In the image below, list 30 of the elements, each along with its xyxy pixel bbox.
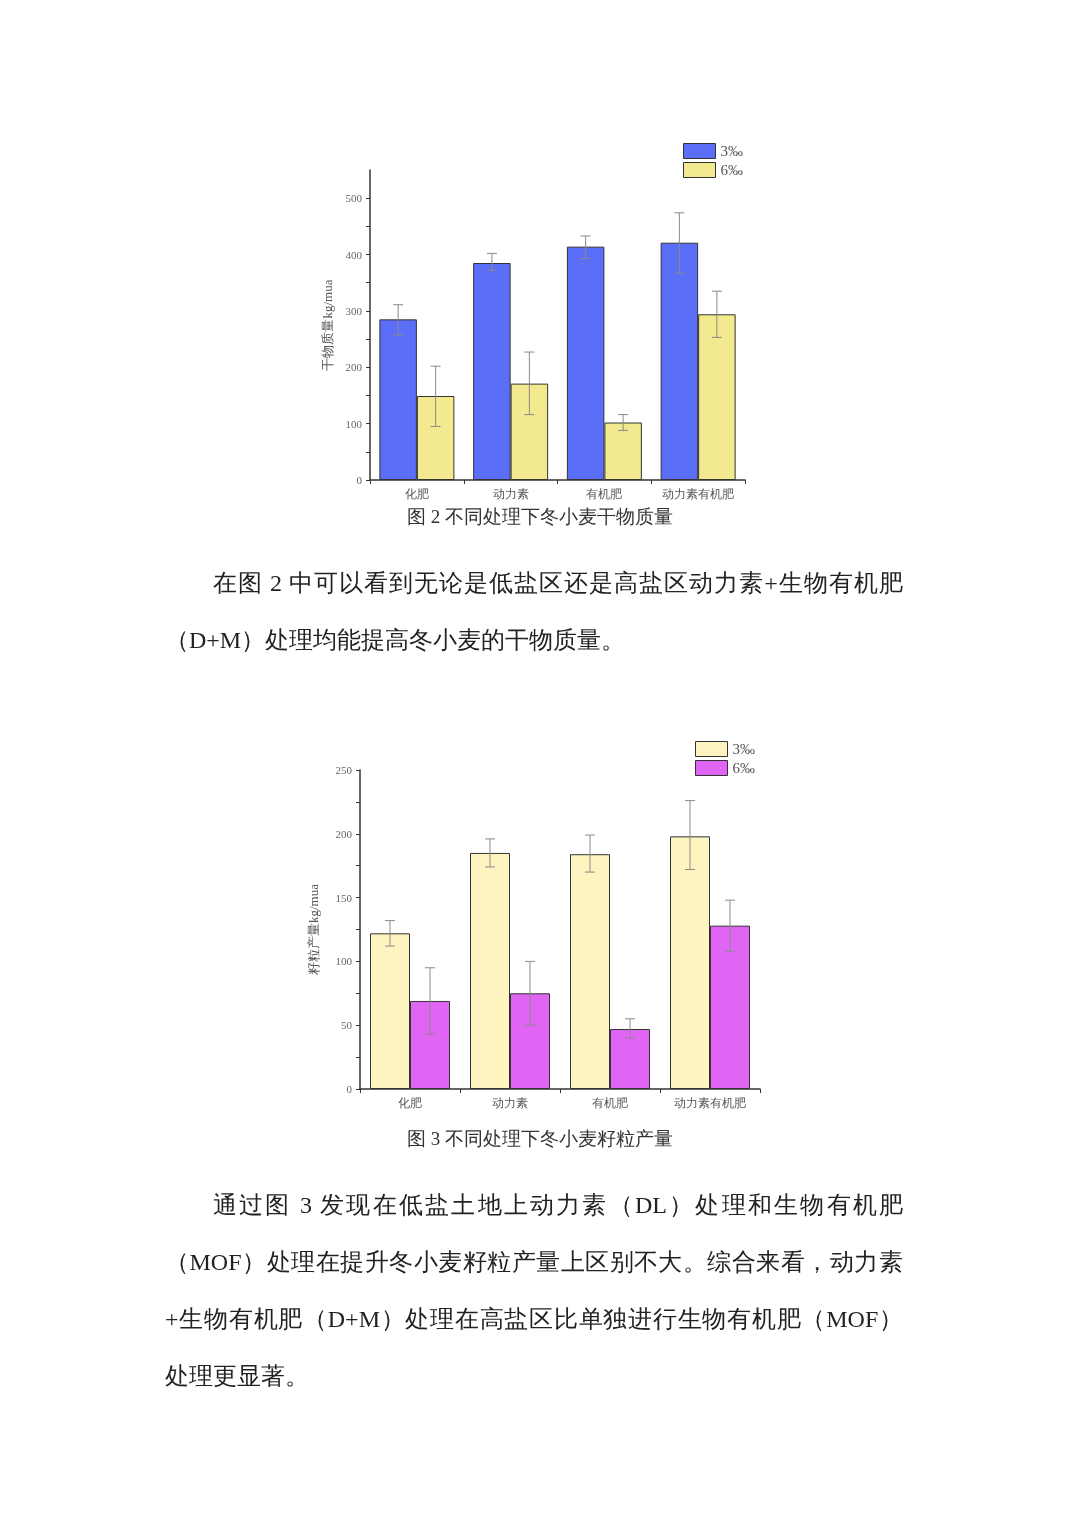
y-tick-label: 500 <box>345 192 363 205</box>
y-tick-label: 100 <box>335 955 353 968</box>
legend-label: 6‰ <box>720 162 743 178</box>
legend-label: 6‰ <box>732 760 755 776</box>
y-tick-label: 250 <box>335 764 353 776</box>
text: 在图 2 中可以看到无论是低盐区还是高盐区动力素+生物有机肥（D+M）处理均能提高冬小麦的干物质量。 <box>165 570 903 653</box>
x-tick-label: 化肥 <box>404 487 429 501</box>
x-tick-label: 动力素 <box>492 487 529 501</box>
y-tick-label: 100 <box>345 417 363 430</box>
y-axis-title: 籽粒产量kg/mua <box>306 883 321 975</box>
y-tick-label: 400 <box>345 248 363 261</box>
x-tick-label: 有机肥 <box>592 1096 628 1110</box>
y-tick-label: 50 <box>341 1019 353 1032</box>
x-tick-label: 动力素 <box>492 1096 528 1110</box>
x-tick-label: 有机肥 <box>586 487 623 501</box>
x-tick-label: 化肥 <box>398 1096 422 1110</box>
text: 通过图 3 发现在低盐土地上动力素（DL）处理和生物有机肥（MOF）处理在提升冬小麦籽粒产量上区别不大。综合来看，动力素+生物有机肥（D+M）处理在高盐区比单独进行生物有机肥（MOF）处理更显著。 <box>165 1192 903 1389</box>
y-tick-label: 0 <box>346 1083 353 1095</box>
y-tick-label: 150 <box>335 891 353 904</box>
y-tick-label: 200 <box>335 827 353 840</box>
legend-label: 3‰ <box>720 143 743 159</box>
x-tick-label: 动力素有机肥 <box>662 487 735 501</box>
text: 图 3 不同处理下冬小麦籽粒产量 <box>407 1128 673 1149</box>
y-tick-label: 300 <box>345 304 363 317</box>
legend-label: 3‰ <box>732 741 755 757</box>
x-tick-label: 动力素有机肥 <box>674 1096 746 1110</box>
y-axis-title: 干物质量kg/mua <box>320 279 335 371</box>
y-tick-label: 200 <box>345 361 363 374</box>
y-tick-label: 0 <box>356 474 363 486</box>
text: 图 2 不同处理下冬小麦干物质量 <box>407 506 673 527</box>
